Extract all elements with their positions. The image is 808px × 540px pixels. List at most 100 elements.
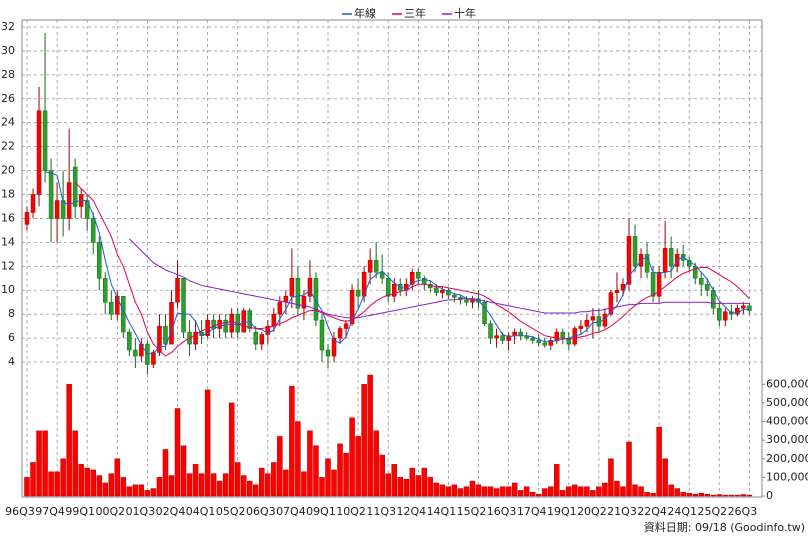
x-tick-label: 09Q1 — [306, 505, 336, 518]
candle-body — [349, 289, 355, 324]
candle-body — [608, 292, 614, 315]
y2-tick-label: 200,000 — [766, 452, 808, 465]
x-tick-label: 15Q2 — [457, 505, 487, 518]
volume-bar — [228, 402, 235, 497]
volume-bar — [740, 494, 747, 497]
y-tick-label: 30 — [1, 44, 15, 57]
candle-body — [211, 319, 216, 329]
x-tick-label: 16Q3 — [487, 505, 517, 518]
candle-body — [54, 200, 60, 219]
y-tick-label: 18 — [1, 188, 15, 201]
volume-bar — [331, 469, 337, 497]
volume-bar — [24, 477, 30, 497]
candle-body — [518, 331, 523, 336]
candle-body — [391, 284, 397, 297]
candle-body — [530, 337, 535, 341]
volume-bar — [511, 482, 518, 497]
y-tick-label: 10 — [1, 283, 15, 296]
volume-bar — [680, 492, 686, 497]
x-tick-label: 14Q1 — [427, 505, 457, 518]
volume-bar — [36, 430, 42, 497]
candle-body — [96, 242, 102, 279]
volume-bar — [367, 374, 373, 497]
candle-body — [331, 337, 337, 357]
volume-bar — [60, 458, 66, 497]
y2-tick-label: 300,000 — [766, 433, 808, 446]
volume-bar — [289, 385, 295, 497]
candle-body — [253, 331, 259, 345]
candle-body — [632, 236, 638, 267]
ma-line — [44, 171, 750, 355]
volume-bar — [728, 494, 735, 497]
volume-bar — [120, 477, 127, 497]
volume-bar — [271, 462, 277, 497]
volume-bar — [162, 449, 169, 497]
volume-bar — [578, 486, 584, 497]
y-tick-label: 16 — [1, 211, 15, 224]
candle-body — [139, 343, 144, 357]
candle-body — [193, 331, 198, 345]
volume-bar — [529, 492, 536, 497]
volume-bar — [234, 462, 241, 497]
candle-body — [668, 248, 674, 267]
volume-bar — [584, 486, 590, 497]
volume-bar — [415, 475, 422, 497]
candle-body — [36, 110, 42, 195]
volume-bar — [361, 384, 367, 497]
candle-body — [319, 319, 325, 351]
volume-bar — [198, 473, 205, 497]
candle-body — [717, 307, 722, 321]
volume-bar — [596, 486, 602, 497]
candle-body — [554, 331, 560, 341]
candle-body — [626, 236, 632, 285]
candle-body — [410, 272, 415, 285]
candle-body — [482, 301, 487, 324]
volume-bar — [523, 486, 530, 497]
candle-body — [289, 278, 295, 297]
x-tick-label: 02Q4 — [156, 505, 186, 518]
candle-body — [181, 278, 186, 333]
y-tick-label: 14 — [1, 235, 15, 248]
volume-bar — [84, 467, 90, 497]
volume-bar — [343, 452, 349, 497]
volume-bar — [240, 475, 247, 497]
candle-body — [259, 334, 265, 345]
candle-body — [90, 218, 96, 243]
volume-bar — [355, 436, 361, 497]
x-tick-label: 10Q2 — [336, 505, 366, 518]
x-tick-label: 20Q2 — [577, 505, 607, 518]
volume-bar — [602, 482, 608, 497]
x-tick-label: 19Q1 — [547, 505, 577, 518]
y-tick-label: 28 — [1, 68, 15, 81]
volume-bar — [421, 467, 428, 497]
volume-bar — [614, 480, 620, 497]
volume-bar — [704, 493, 711, 497]
volume-bar — [722, 494, 729, 497]
candle-body — [500, 335, 505, 341]
candle-body — [692, 266, 698, 279]
candle-body — [265, 325, 271, 335]
candle-body — [747, 305, 752, 311]
candle-body — [741, 305, 746, 309]
candle-body — [127, 331, 132, 351]
y-tick-label: 22 — [1, 140, 15, 153]
volume-bar — [686, 492, 692, 497]
candle-body — [157, 325, 162, 353]
y-tick-label: 6 — [8, 331, 15, 344]
volume-bar — [192, 464, 199, 497]
y-tick-label: 8 — [8, 307, 15, 320]
y-tick-label: 24 — [1, 116, 15, 129]
volume-bar — [138, 484, 145, 497]
volume-bar — [168, 475, 175, 497]
y2-tick-label: 400,000 — [766, 415, 808, 428]
volume-bar — [457, 488, 464, 497]
volume-bar — [313, 445, 319, 497]
candle-body — [163, 325, 168, 345]
volume-bar — [150, 488, 157, 497]
volume-bar — [246, 480, 253, 497]
candle-body — [494, 335, 499, 339]
candle-body — [133, 349, 138, 357]
x-tick-label: 04Q1 — [186, 505, 216, 518]
volume-bar — [114, 458, 121, 497]
volume-bar — [385, 473, 391, 497]
